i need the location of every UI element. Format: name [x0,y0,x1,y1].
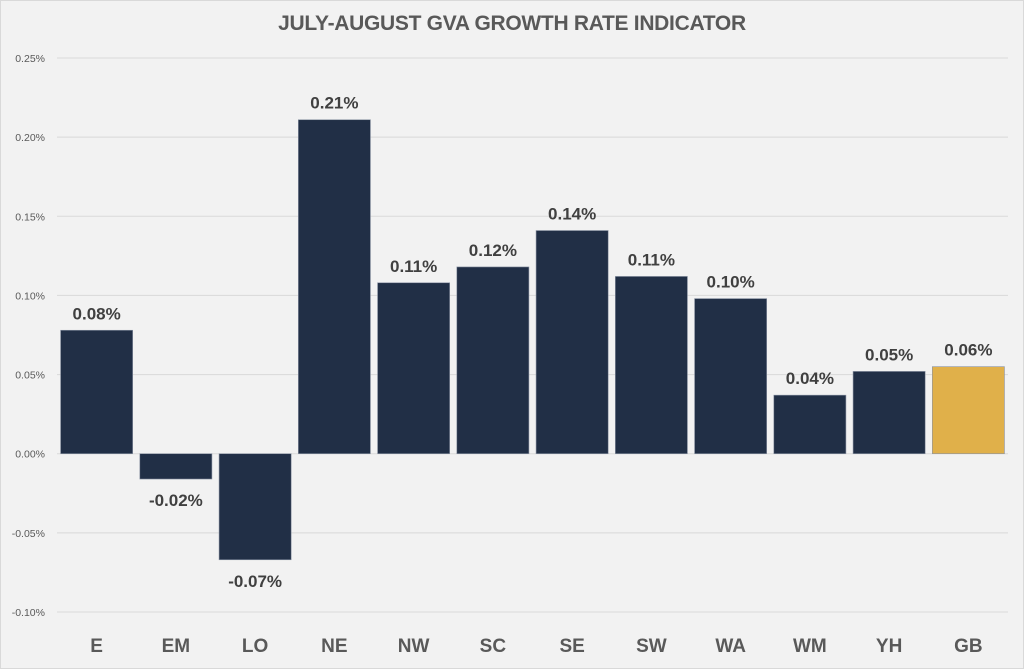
data-label: 0.06% [944,341,992,360]
chart-title: JULY-AUGUST GVA GROWTH RATE INDICATOR [278,12,746,35]
data-label: 0.10% [707,273,755,292]
y-tick-label: 0.00% [15,449,45,461]
data-label: 0.11% [628,250,675,269]
bar-em [139,453,213,480]
y-tick-label: -0.05% [12,528,45,540]
data-label: 0.14% [548,205,596,224]
data-label: -0.07% [228,572,282,591]
x-tick-label: SW [636,636,667,657]
data-label: 0.11% [390,257,437,276]
bar-se [535,230,609,455]
x-tick-label: EM [162,636,191,657]
y-tick-label: 0.20% [15,132,45,144]
x-axis: E EM LO NE NW SC SE SW WA WM YH GB [90,636,982,657]
data-label: 0.05% [865,345,913,364]
x-tick-label: GB [954,636,983,657]
data-label: 0.12% [469,241,517,260]
data-label: -0.02% [149,491,203,510]
bars [60,119,1005,561]
bar-nw [377,282,450,455]
x-tick-label: YH [876,636,902,657]
bar-sw [615,276,688,455]
x-tick-label: WA [715,636,746,657]
x-tick-label: LO [242,636,268,657]
data-labels: 0.08% -0.02% -0.07% 0.21% 0.11% 0.12% 0.14% 0.1… [73,94,993,591]
y-tick-label: 0.05% [15,370,45,382]
x-tick-label: WM [793,636,827,657]
x-tick-label: E [90,636,103,657]
bar-sc [456,266,530,455]
bar-wm [773,394,847,455]
x-tick-label: SC [480,636,507,657]
x-tick-label: NW [398,636,430,657]
bar-wa [694,298,767,455]
bar-lo [218,453,292,561]
data-label: 0.21% [310,94,358,113]
y-axis: -0.10% -0.05% 0.00% 0.05% 0.10% 0.15% 0.20% 0.2… [12,53,45,619]
y-tick-label: 0.25% [15,53,45,65]
gridlines [57,57,1008,613]
x-tick-label: SE [559,636,584,657]
x-tick-label: NE [321,636,347,657]
bar-yh [852,371,926,455]
y-tick-label: 0.10% [15,290,45,302]
data-label: 0.04% [786,369,834,388]
bar-ne [298,119,371,455]
bar-gb [932,366,1005,455]
y-tick-label: -0.10% [12,607,45,619]
data-label: 0.08% [73,304,121,323]
bar-e [60,329,133,455]
y-tick-label: 0.15% [15,211,45,223]
